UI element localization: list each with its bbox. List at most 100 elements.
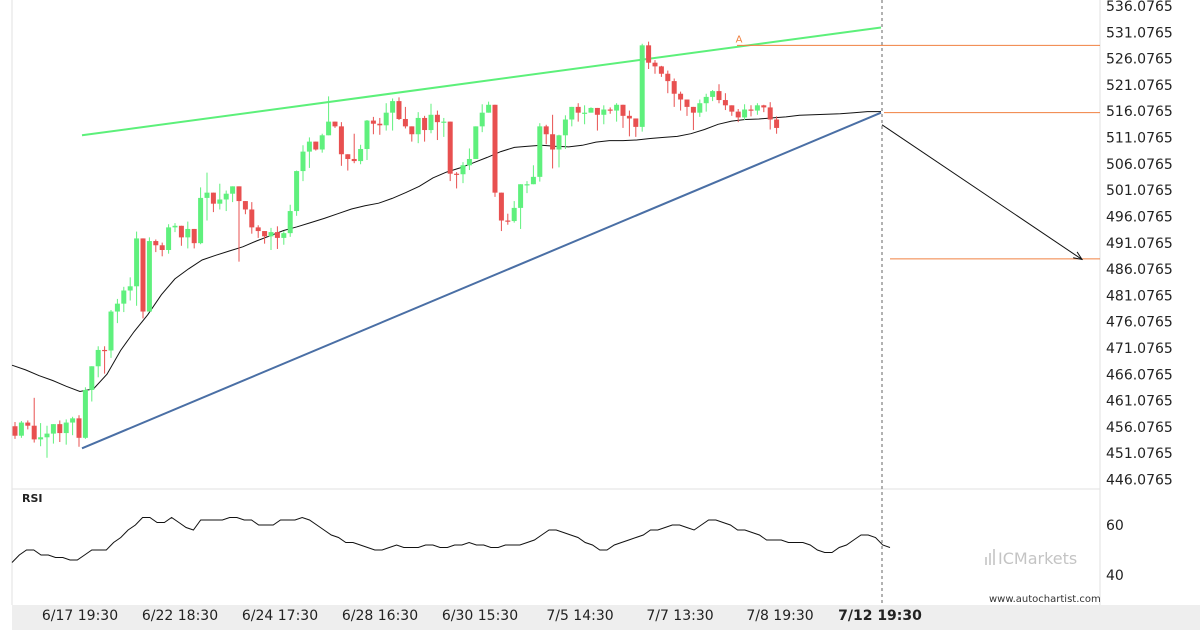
y-tick-label: 511.0765 <box>1106 131 1173 147</box>
candle <box>774 116 780 134</box>
candle <box>242 201 248 215</box>
moving-average-line <box>11 111 881 393</box>
candle <box>25 420 31 430</box>
candle <box>665 70 671 94</box>
candle-body <box>671 81 677 94</box>
candle <box>550 114 556 169</box>
candle-body <box>242 201 248 210</box>
y-tick-label: 521.0765 <box>1106 78 1173 94</box>
candle <box>102 346 108 374</box>
candle <box>326 96 332 136</box>
candle-body <box>774 119 780 128</box>
candle <box>710 90 716 102</box>
candle-body <box>537 126 543 177</box>
candle-body <box>95 349 101 367</box>
candle <box>287 204 293 237</box>
candle <box>473 126 479 159</box>
candle <box>594 107 600 131</box>
candle-body <box>486 104 492 113</box>
candle <box>89 366 95 402</box>
candle-body <box>422 117 428 131</box>
candle <box>492 104 498 197</box>
candle-body <box>626 115 632 119</box>
candle-body <box>402 118 408 127</box>
candle <box>18 420 24 438</box>
candle <box>748 105 754 117</box>
candle <box>761 104 767 113</box>
candle-body <box>178 225 184 238</box>
candle <box>447 121 453 182</box>
candle-body <box>767 107 773 120</box>
candle <box>626 110 632 137</box>
candle-body <box>146 241 152 312</box>
candle <box>428 103 434 134</box>
candle <box>556 134 562 168</box>
candle-body <box>12 426 18 436</box>
logo-bar-icon <box>993 549 995 565</box>
candle-body <box>498 192 504 221</box>
overlay-lines: A <box>736 0 1100 605</box>
candle <box>735 108 741 123</box>
candle-body <box>524 184 530 186</box>
y-tick-label: 516.0765 <box>1106 104 1173 120</box>
candle-body <box>44 433 50 438</box>
y-tick-label: 456.0765 <box>1106 420 1173 436</box>
candle <box>230 186 236 203</box>
candle <box>460 162 466 184</box>
candle-body <box>108 311 114 351</box>
candle-body <box>191 228 197 244</box>
y-tick-label: 536.0765 <box>1106 0 1173 15</box>
candle <box>332 121 338 128</box>
candle-body <box>345 154 351 159</box>
candle-body <box>153 241 159 246</box>
rsi-title: RSI <box>22 492 43 505</box>
candle <box>697 99 703 117</box>
candle-body <box>722 100 728 106</box>
peak-marker: A <box>736 34 743 45</box>
candle <box>396 97 402 121</box>
candlestick-series <box>12 41 780 458</box>
candle <box>281 231 287 245</box>
price-panel <box>12 0 1100 489</box>
candle-body <box>620 104 626 116</box>
candle-body <box>70 418 76 423</box>
candle <box>486 101 492 113</box>
candle <box>415 112 421 144</box>
candle <box>127 277 133 301</box>
candle-body <box>172 225 178 228</box>
y-tick-label: 471.0765 <box>1106 341 1173 357</box>
candle-body <box>479 112 485 127</box>
candle <box>543 124 549 145</box>
candle <box>767 102 773 130</box>
candle-body <box>748 109 754 111</box>
x-tick-label: 6/22 18:30 <box>142 608 218 624</box>
candle-body <box>754 105 760 111</box>
candle-body <box>262 231 268 237</box>
candle-body <box>742 109 748 118</box>
candle <box>454 172 460 189</box>
candle-body <box>370 120 376 124</box>
candle <box>466 148 472 171</box>
candle-body <box>63 422 69 434</box>
candle-body <box>441 121 447 123</box>
candle-body <box>332 121 338 127</box>
x-tick-label: 6/17 19:30 <box>42 608 118 624</box>
candle <box>441 117 447 137</box>
candle-body <box>473 126 479 159</box>
candle <box>358 144 364 165</box>
candle-body <box>89 366 95 390</box>
candle-body <box>210 192 216 204</box>
candle <box>82 387 88 439</box>
wedge-lower-line <box>81 111 882 450</box>
candle <box>262 231 268 244</box>
x-axis-band <box>12 605 1200 630</box>
projection-arrowhead-icon <box>1073 251 1084 261</box>
candle-body <box>351 158 357 162</box>
candle <box>422 115 428 142</box>
candle <box>236 186 242 262</box>
candle-body <box>492 104 498 193</box>
candle <box>12 422 18 439</box>
candle <box>140 238 146 319</box>
candle <box>390 98 396 131</box>
candle-body <box>646 45 652 63</box>
